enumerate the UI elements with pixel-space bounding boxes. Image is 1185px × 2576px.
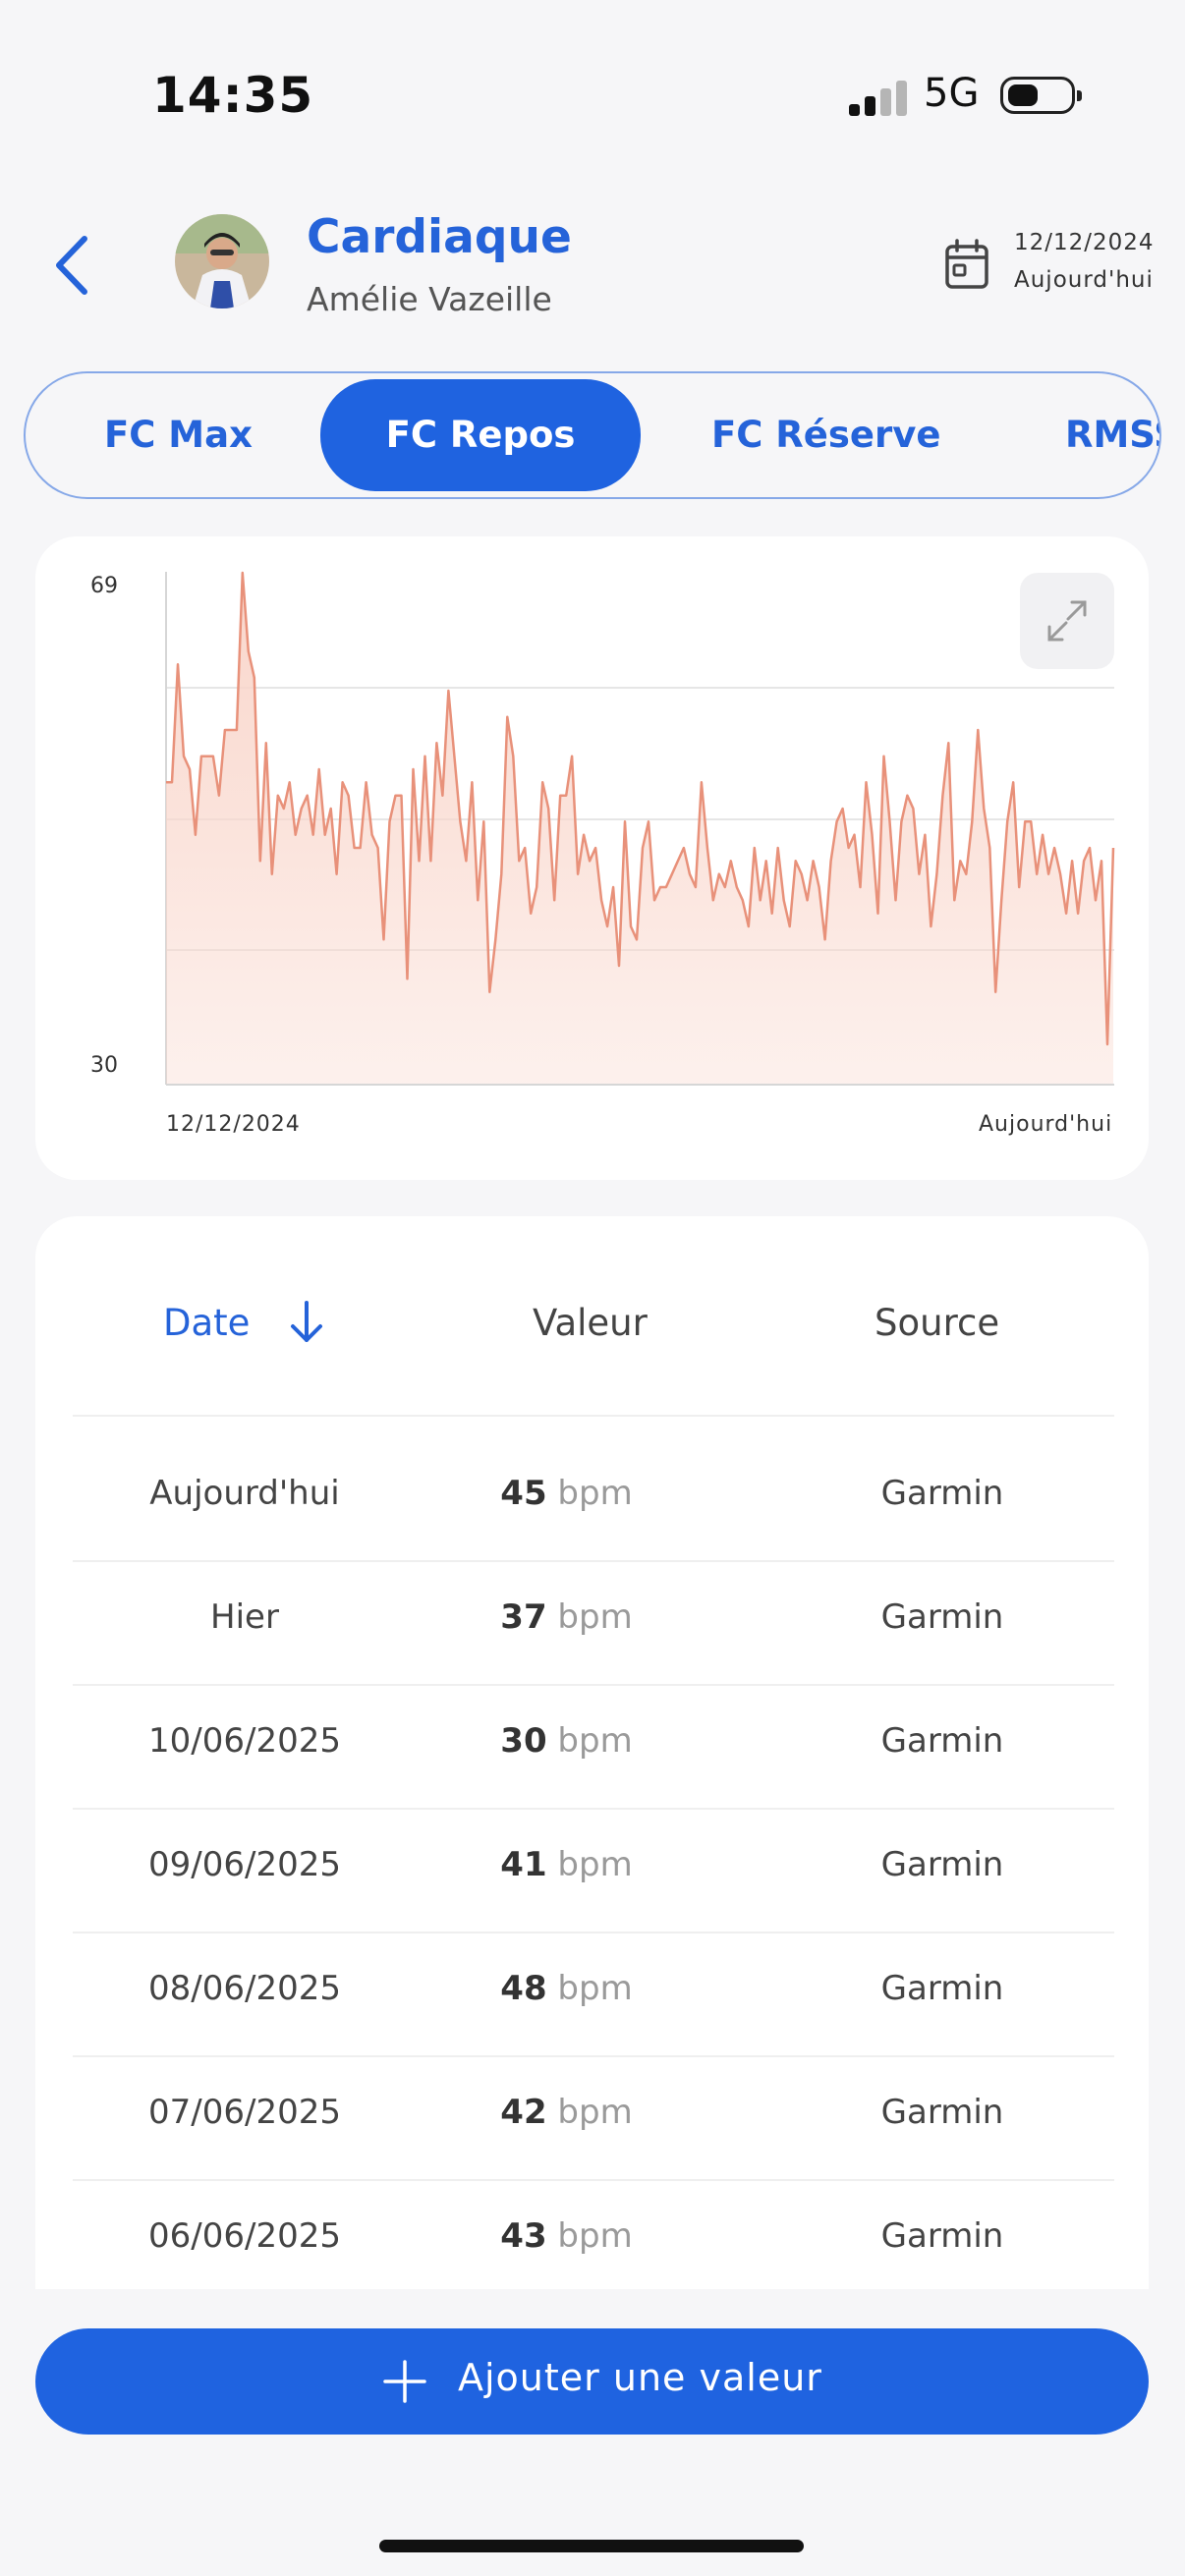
column-header-value[interactable]: Valeur bbox=[533, 1302, 648, 1344]
date-range-start[interactable]: 12/12/2024 bbox=[1014, 230, 1155, 255]
athlete-name: Amélie Vazeille bbox=[307, 280, 552, 318]
value-unit: bpm bbox=[557, 2216, 633, 2256]
table-row[interactable]: Hier 37 bpm Garmin bbox=[73, 1560, 1114, 1686]
value-number: 37 bbox=[500, 1597, 547, 1637]
row-date: 06/06/2025 bbox=[148, 2216, 341, 2256]
tab-rmssd[interactable]: RMSSD bbox=[1065, 414, 1159, 456]
row-value: 45 bpm bbox=[466, 1474, 667, 1513]
row-source: Garmin bbox=[880, 1845, 1004, 1884]
sort-descending-icon[interactable] bbox=[287, 1297, 326, 1348]
value-unit: bpm bbox=[557, 2093, 633, 2132]
avatar bbox=[175, 214, 269, 308]
table-row[interactable]: 10/06/2025 30 bpm Garmin bbox=[73, 1684, 1114, 1810]
row-date: Hier bbox=[210, 1597, 279, 1637]
table-row[interactable]: 07/06/2025 42 bpm Garmin bbox=[73, 2055, 1114, 2181]
row-value: 37 bpm bbox=[466, 1597, 667, 1637]
tab-fc-repos[interactable]: FC Repos bbox=[320, 379, 641, 491]
column-header-source[interactable]: Source bbox=[875, 1302, 1000, 1344]
row-value: 43 bpm bbox=[466, 2216, 667, 2256]
value-unit: bpm bbox=[557, 1474, 633, 1513]
calendar-icon[interactable] bbox=[944, 239, 989, 290]
y-tick-min: 30 bbox=[90, 1053, 118, 1078]
row-date: 10/06/2025 bbox=[148, 1721, 341, 1761]
heart-rate-chart[interactable] bbox=[0, 0, 1185, 1189]
value-unit: bpm bbox=[557, 1597, 633, 1637]
row-date: 09/06/2025 bbox=[148, 1845, 341, 1884]
expand-chart-button[interactable] bbox=[1020, 573, 1114, 669]
x-tick-end: Aujourd'hui bbox=[979, 1112, 1113, 1137]
value-number: 30 bbox=[500, 1721, 547, 1761]
row-source: Garmin bbox=[880, 1969, 1004, 2008]
page-title: Cardiaque bbox=[307, 210, 572, 264]
row-source: Garmin bbox=[880, 2216, 1004, 2256]
plus-icon bbox=[383, 2360, 426, 2403]
x-tick-start: 12/12/2024 bbox=[166, 1112, 301, 1137]
row-value: 41 bpm bbox=[466, 1845, 667, 1884]
divider bbox=[73, 1415, 1114, 1417]
chart-area bbox=[166, 573, 1113, 1084]
value-number: 48 bbox=[500, 1969, 547, 2008]
network-label: 5G bbox=[924, 71, 980, 116]
back-icon[interactable] bbox=[49, 231, 98, 300]
table-row[interactable]: 09/06/2025 41 bpm Garmin bbox=[73, 1808, 1114, 1933]
battery-icon bbox=[1000, 77, 1082, 114]
value-number: 42 bbox=[500, 2093, 547, 2132]
value-number: 41 bbox=[500, 1845, 547, 1884]
table-row[interactable]: 06/06/2025 43 bpm Garmin bbox=[73, 2179, 1114, 2303]
history-table bbox=[35, 1216, 1149, 2289]
value-unit: bpm bbox=[557, 1845, 633, 1884]
row-source: Garmin bbox=[880, 2093, 1004, 2132]
row-source: Garmin bbox=[880, 1474, 1004, 1513]
status-time: 14:35 bbox=[152, 67, 314, 124]
expand-icon bbox=[1047, 600, 1087, 642]
signal-icon bbox=[849, 79, 908, 116]
home-indicator[interactable] bbox=[379, 2540, 804, 2552]
tab-fc-max[interactable]: FC Max bbox=[104, 414, 253, 456]
row-value: 30 bpm bbox=[466, 1721, 667, 1761]
row-source: Garmin bbox=[880, 1597, 1004, 1637]
chart-series-line bbox=[166, 571, 1115, 1046]
row-value: 42 bpm bbox=[466, 2093, 667, 2132]
tab-fc-reserve[interactable]: FC Réserve bbox=[711, 414, 941, 456]
value-number: 45 bbox=[500, 1474, 547, 1513]
date-range-end[interactable]: Aujourd'hui bbox=[1014, 267, 1154, 293]
row-date: 07/06/2025 bbox=[148, 2093, 341, 2132]
value-number: 43 bbox=[500, 2216, 547, 2256]
row-date: 08/06/2025 bbox=[148, 1969, 341, 2008]
row-source: Garmin bbox=[880, 1721, 1004, 1761]
column-header-date[interactable]: Date bbox=[163, 1302, 251, 1344]
value-unit: bpm bbox=[557, 1969, 633, 2008]
y-tick-max: 69 bbox=[90, 574, 118, 598]
table-row[interactable]: 08/06/2025 48 bpm Garmin bbox=[73, 1932, 1114, 2057]
row-value: 48 bpm bbox=[466, 1969, 667, 2008]
add-value-label: Ajouter une valeur bbox=[458, 2356, 822, 2399]
metric-tabs: FC Max FC Repos FC Réserve RMSSD bbox=[24, 371, 1161, 499]
value-unit: bpm bbox=[557, 1721, 633, 1761]
table-row[interactable]: Aujourd'hui 45 bpm Garmin bbox=[73, 1436, 1114, 1562]
add-value-button[interactable]: Ajouter une valeur bbox=[35, 2328, 1149, 2435]
row-date: Aujourd'hui bbox=[149, 1474, 340, 1513]
